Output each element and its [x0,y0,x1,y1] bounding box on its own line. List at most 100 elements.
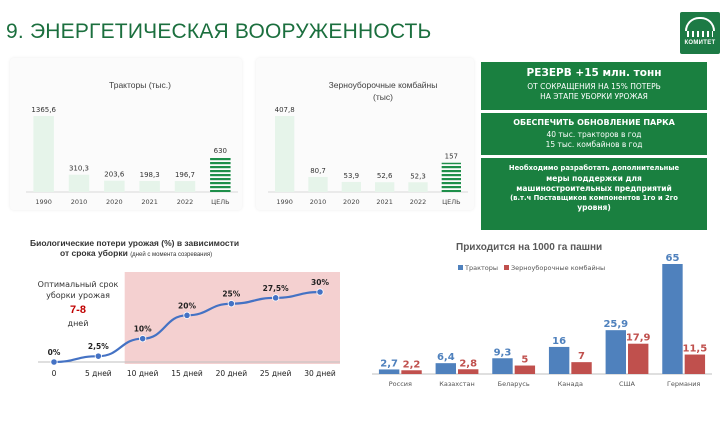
losses-chart-title: Биологические потери урожая (%) в зависи… [30,238,340,258]
tractors-bar-target [210,156,231,192]
support-line4: (в.т.ч Поставщиков компонентов 1го и 2го [510,194,678,202]
losses-title-note: (дней с момента созревания) [130,252,213,258]
optimal-note-line1: Оптимальный срок [37,280,119,289]
losses-value-label: 0% [48,348,61,357]
tractors-value-label: 1365,6 [31,106,56,114]
combines-chart: 407,8 1990 80,7 2010 53,9 2020 52,6 2021 52,3 202… [268,106,468,206]
tractors-value-label: 310,3 [69,165,89,173]
losses-tick-label: 10 дней [127,369,159,378]
tractors-value-label: 198,3 [140,171,160,179]
losses-title-line1: Биологические потери урожая (%) в зависи… [30,238,240,248]
per1000-tick-label: Россия [389,380,412,388]
per1000-value-label: 5 [521,355,528,366]
losses-tick-label: 25 дней [260,369,292,378]
per1000-bar-tractors [548,346,570,374]
support-measures-box: Необходимо разработать дополнительные ме… [481,158,707,230]
support-line3: машиностроительных предприятий [516,184,672,193]
logo-columns-icon [687,31,713,37]
per1000-value-label: 16 [552,336,566,347]
fleet-line1: 40 тыс. тракторов в год [546,130,642,139]
legend-label-1: Зерноуборочные комбайны [511,264,605,272]
losses-value-label: 20% [178,301,196,310]
tractors-bar [174,181,196,192]
losses-point [50,358,58,366]
losses-point [183,311,191,319]
losses-tick-label: 5 дней [85,369,112,378]
combines-bar [375,182,395,192]
losses-value-label: 10% [134,325,152,334]
legend-label-0: Тракторы [464,264,498,272]
losses-title-line2: от срока уборки [60,248,128,258]
losses-point [139,335,147,343]
fleet-title: ОБЕСПЕЧИТЬ ОБНОВЛЕНИЕ ПАРКА [513,118,675,127]
combines-bar [275,116,295,192]
losses-point [94,352,102,360]
losses-tick-label: 30 дней [304,369,336,378]
tractors-value-label: 203,6 [104,171,125,179]
losses-value-label: 25% [222,290,240,299]
losses-value-label: 30% [311,278,329,287]
logo-text: КОМИТЕТ [684,40,716,46]
combines-tick-label: 1990 [276,198,293,206]
support-line2: меры поддержки для [546,174,642,183]
reserve-line2: НА ЭТАПЕ УБОРКИ УРОЖАЯ [540,92,648,101]
combines-value-label: 52,6 [377,172,393,180]
tractors-chart-panel: Тракторы (тыс.) 1365,6 1990 310,3 2010 203,6… [10,58,242,210]
logo-dome-icon [685,17,715,31]
losses-chart: 0% 0 2,5% 5 дней 10% 10 дней 20% 15 дней 25% 20 д… [38,272,341,378]
reserve-line1: ОТ СОКРАЩЕНИЯ НА 15% ПОТЕРЬ [527,82,661,91]
tractors-tick-label: 2010 [71,198,88,206]
fleet-line2: 15 тыс. комбайнов в год [545,140,643,149]
per1000-bar-tractors [435,363,456,374]
optimal-note-unit: дней [67,319,89,328]
tractors-bar [33,116,54,192]
optimal-note-line2: уборки урожая [46,291,110,300]
per1000-bar-tractors [662,264,683,374]
tractors-value-label: 630 [214,147,227,155]
page-title: 9. ЭНЕРГЕТИЧЕСКАЯ ВООРУЖЕННОСТЬ [6,20,432,43]
combines-bar [308,176,328,192]
per1000-value-label: 25,9 [603,319,628,330]
per1000-tick-label: Германия [667,380,700,388]
losses-tick-label: 0 [52,369,57,378]
tractors-tick-label: ЦЕЛЬ [211,198,230,206]
fleet-renewal-box: ОБЕСПЕЧИТЬ ОБНОВЛЕНИЕ ПАРКА 40 тыс. трак… [481,113,707,155]
support-line1: Необходимо разработать дополнительные [508,164,680,172]
legend-swatch-1 [504,265,509,270]
reserve-box: РЕЗЕРВ +15 млн. тонн ОТ СОКРАЩЕНИЯ НА 15… [481,62,707,110]
committee-logo: КОМИТЕТ [680,12,720,54]
combines-value-label: 53,9 [344,172,360,180]
losses-point [316,288,324,296]
losses-tick-label: 15 дней [171,369,203,378]
per1000-bar-tractors [492,358,513,374]
per1000-bar-tractors [605,330,626,374]
footer-text-cut [60,426,660,435]
per1000-value-label: 9,3 [494,347,512,358]
reserve-title: РЕЗЕРВ +15 млн. тонн [526,67,662,79]
combines-value-label: 80,7 [310,167,326,175]
per1000-bar-combines [684,354,706,374]
combines-value-label: 407,8 [275,106,295,114]
legend-swatch-0 [458,265,463,270]
per1000-bar-combines [628,343,649,374]
combines-value-label: 157 [445,153,458,161]
per1000-value-label: 65 [666,253,680,264]
per1000-value-label: 2,2 [403,359,421,370]
per1000-value-label: 11,5 [683,344,708,355]
support-line5: уровня) [577,203,611,212]
per1000-tick-label: Беларусь [498,380,530,388]
combines-tick-label: 2010 [310,198,327,206]
combines-chart-panel: Зерноуборочные комбайны (тыс) 407,8 1990 8… [256,58,474,210]
losses-value-label: 27,5% [263,284,290,293]
losses-tick-label: 20 дней [216,369,248,378]
tractors-value-label: 196,7 [175,171,195,179]
per1000-chart-panel: Приходится на 1000 га пашни Тракторы Зерн… [366,238,720,400]
per1000-value-label: 2,7 [380,358,398,369]
combines-tick-label: ЦЕЛЬ [442,198,461,206]
tractors-tick-label: 1990 [35,198,52,206]
combines-bar [341,181,361,192]
tractors-bar [104,180,125,192]
per1000-value-label: 2,8 [459,358,477,369]
losses-point [227,300,235,308]
per1000-tick-label: США [619,380,635,388]
